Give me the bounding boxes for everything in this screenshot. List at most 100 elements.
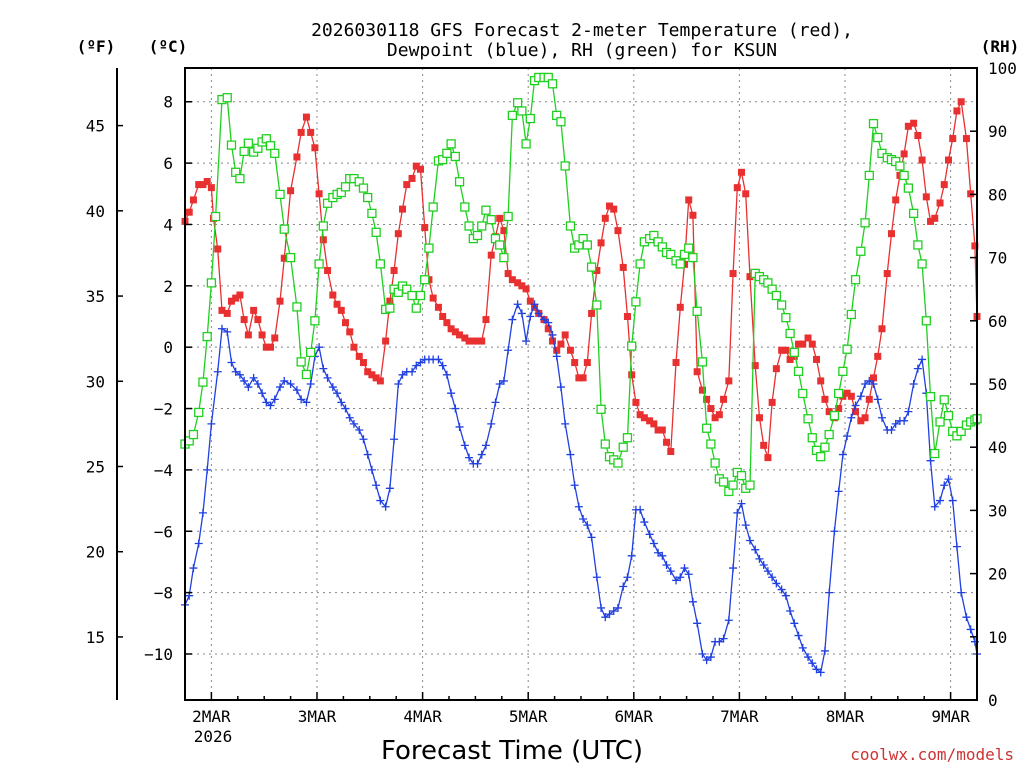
rh-point — [235, 173, 245, 184]
rh-tick-label: 20 — [988, 565, 1007, 584]
dewpoint-point — [270, 395, 279, 404]
dewpoint-point — [323, 373, 332, 382]
dewpoint-point — [390, 435, 399, 444]
dewpoint-point — [359, 435, 368, 444]
rh-point — [706, 439, 716, 449]
rh-point — [710, 458, 720, 468]
dewpoint-point — [394, 380, 403, 388]
rh-point — [314, 259, 324, 269]
temperature-point — [847, 392, 855, 400]
temperature-point — [914, 131, 922, 139]
rh-point — [908, 208, 919, 219]
rh-point — [239, 146, 249, 157]
dewpoint-point — [613, 603, 622, 612]
temperature-point — [504, 270, 512, 278]
dewpoint-point — [491, 398, 500, 407]
dewpoint-point — [904, 407, 913, 416]
temperature-point — [927, 217, 935, 225]
rh-point — [556, 117, 566, 127]
temperature-point — [429, 294, 437, 302]
fahrenheit-tick-label: 40 — [86, 202, 105, 221]
rh-point — [771, 290, 782, 301]
temperature-point — [764, 454, 772, 462]
celsius-tick-label: −8 — [154, 584, 173, 603]
celsius-tick-label: 4 — [163, 215, 173, 234]
dewpoint-point — [781, 591, 790, 600]
dewpoint-point — [385, 484, 394, 493]
dewpoint-point — [240, 376, 249, 385]
temperature-point — [606, 202, 614, 210]
rh-point — [222, 93, 232, 103]
rh-point — [292, 302, 302, 312]
temperature-point — [359, 359, 367, 367]
dewpoint-point — [574, 502, 583, 511]
dewpoint-point — [688, 597, 697, 606]
rh-point — [622, 433, 633, 443]
dewpoint-point — [676, 573, 685, 582]
temperature-point — [342, 319, 350, 327]
rh-point — [781, 312, 791, 323]
rh-point — [371, 227, 381, 237]
dewpoint-point — [794, 631, 803, 640]
dewpoint-point — [909, 380, 918, 388]
temperature-point — [742, 190, 750, 198]
temperature-point — [922, 193, 930, 201]
temperature-point — [408, 174, 416, 182]
temperature-point — [372, 374, 380, 382]
rh-point — [503, 211, 513, 222]
rh-point — [198, 377, 208, 387]
temperature-point — [223, 309, 231, 317]
dewpoint-point — [198, 508, 207, 517]
dewpoint-point — [306, 380, 315, 388]
rh-point — [803, 414, 813, 424]
rh-point — [188, 429, 199, 440]
fahrenheit-tick-label: 25 — [86, 457, 105, 476]
rh-point — [306, 347, 316, 358]
temperature-point — [892, 196, 900, 204]
rh-point — [793, 366, 804, 377]
x-tick-label: 3MAR — [298, 707, 337, 726]
dewpoint-point — [724, 616, 733, 625]
rh-point — [718, 477, 729, 487]
temperature-point — [725, 377, 733, 385]
temperature-point — [953, 107, 961, 115]
dewpoint-point — [768, 573, 777, 582]
rh-point — [956, 426, 966, 437]
dewpoint-point — [654, 548, 663, 557]
dewpoint-point — [579, 514, 588, 523]
temperature-point — [654, 426, 662, 434]
rh-point — [925, 391, 936, 402]
dewpoint-point — [292, 386, 301, 395]
rh-point — [903, 183, 914, 193]
dewpoint-point — [556, 383, 565, 392]
dewpoint-point — [194, 539, 203, 548]
temperature-point — [346, 328, 354, 336]
dewpoint-point — [847, 413, 856, 422]
x-tick-label: 5MAR — [509, 707, 548, 726]
temperature-point — [185, 208, 193, 216]
temperature-point — [355, 352, 363, 360]
dewpoint-point — [416, 358, 425, 367]
temperature-point — [276, 297, 284, 305]
temperature-point — [640, 414, 648, 422]
dewpoint-point — [672, 576, 681, 585]
temperature-point — [663, 438, 671, 446]
rh-point — [285, 252, 296, 263]
temperature-point — [676, 303, 684, 311]
rh-point — [560, 161, 570, 171]
rh-point — [702, 423, 712, 433]
temperature-point — [729, 270, 737, 278]
rh-point — [296, 357, 306, 367]
dewpoint-point — [280, 376, 289, 385]
dewpoint-point — [948, 496, 957, 505]
rh-point — [692, 306, 702, 316]
rh-point — [807, 433, 817, 443]
dewpoint-point — [719, 634, 728, 643]
dewpoint-point — [213, 367, 222, 376]
celsius-unit-label: (ºC) — [149, 37, 188, 56]
axis-labels: −10 −8 −6 −4 −2 0 2 4 6 8 15 20 25 30 35 40 45 0 10 20 30 40 5… — [86, 59, 1017, 726]
temperature-point — [904, 122, 912, 130]
temperature-point — [514, 279, 522, 287]
temperature-point — [364, 368, 372, 376]
dewpoint-point — [227, 358, 236, 367]
